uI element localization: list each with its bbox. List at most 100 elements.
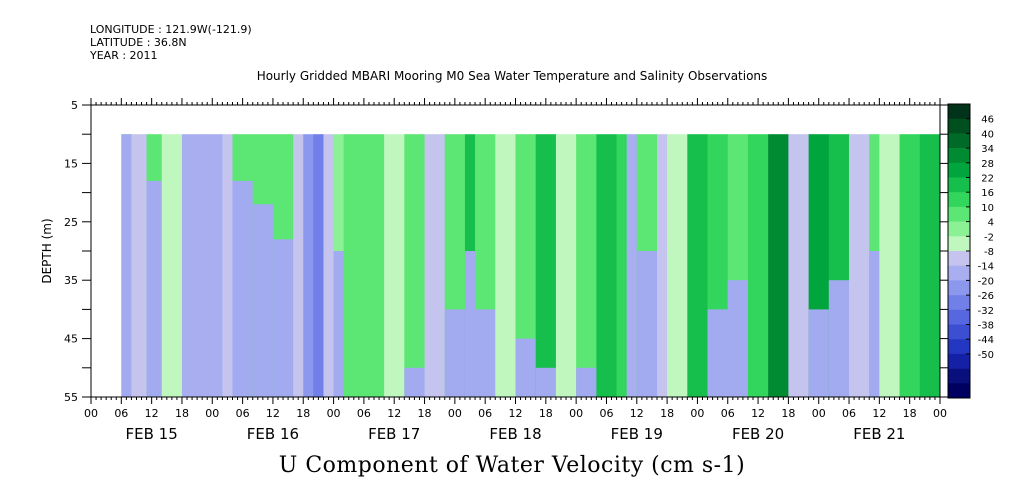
heatmap-cell [576,367,597,397]
heatmap-cell [404,367,425,397]
heatmap-cell [202,134,223,397]
colorbar-label: 4 [988,218,994,229]
colorbar-swatch [948,353,970,369]
heatmap-cell [303,134,314,397]
date-label: FEB 19 [611,425,663,443]
colorbar-swatch [948,251,970,266]
heatmap-cell [146,180,163,397]
colorbar-swatch [948,309,970,325]
colorbar-label: -50 [978,350,994,361]
x-tick-label: 18 [418,407,432,420]
heatmap-cell [161,134,183,397]
x-tick-label: 06 [357,407,371,420]
y-tick-label: 45 [64,333,78,346]
y-tick-label: 25 [64,216,78,229]
heatmap-cell [384,134,405,397]
x-tick-label: 00 [812,407,826,420]
heatmap-cell [343,134,365,397]
x-tick-label: 00 [327,407,341,420]
colorbar-swatch [948,206,970,222]
heatmap-cell [131,134,147,397]
heatmap-cell [121,134,132,397]
chart-title: Hourly Gridded MBARI Mooring M0 Sea Wate… [256,69,768,83]
heatmap-cell [404,134,425,397]
y-tick-label: 35 [64,274,78,287]
heatmap-cell [788,134,810,397]
heatmap-cell [667,134,688,397]
y-axis-label: DEPTH (m) [40,218,54,283]
heatmap-cell [687,134,708,397]
colorbar-swatch [948,324,970,340]
heatmap-cell [919,134,941,397]
heatmap-cell [232,180,254,397]
heatmap-cell [555,134,577,397]
date-label: FEB 20 [732,425,784,443]
x-tick-label: 12 [872,407,886,420]
x-tick-label: 18 [296,407,310,420]
colorbar-label: -44 [978,335,994,346]
x-tick-label: 06 [842,407,856,420]
x-tick-label: 18 [660,407,674,420]
colorbar-swatch [948,192,970,208]
y-axis: 5 15 25 35 45 55 [64,99,949,404]
heatmap-cell [747,134,769,397]
heatmap-cell [636,251,658,397]
colorbar-label: 28 [981,159,994,170]
colorbar-swatch [948,280,970,296]
colorbar-label: 46 [981,115,994,126]
longitude-label: LONGITUDE : 121.9W(-121.9) [90,23,252,36]
colorbar-swatch [948,104,970,119]
colorbar-label: -26 [978,291,994,302]
heatmap-cell [535,134,557,397]
heatmap-cell [181,134,203,397]
colorbar-swatch [948,118,970,134]
x-tick-label: 00 [933,407,947,420]
colorbar-label: -20 [978,276,994,287]
heatmap-cell [879,134,900,397]
colorbar-label: -32 [978,306,994,317]
heatmap-cell [596,134,617,397]
heatmap-cell [727,280,749,397]
colorbar-label: -38 [978,321,994,332]
x-axis: 00 06 12 18 00 06 12 18 00 06 12 18 00 06 12 18 00 06 12 18… [84,98,947,443]
y-tick-label: 55 [64,391,78,404]
x-tick-label: 12 [630,407,644,420]
heatmap-cell [657,134,668,397]
x-tick-label: 00 [205,407,219,420]
colorbar-swatch [948,177,970,193]
heatmap-cell [495,134,516,397]
heatmap-cell [313,134,324,397]
heatmap-cell [849,134,870,397]
heatmap-cell [333,251,345,397]
x-tick-label: 12 [509,407,523,420]
x-axis-title: U Component of Water Velocity (cm s-1) [278,453,746,478]
y-tick-label: 5 [71,99,78,112]
colorbar-swatch [948,148,970,164]
heatmap-cell [515,134,537,397]
x-tick-label: 06 [114,407,128,420]
heatmap-cell [899,134,921,397]
heatmap-cell [828,280,850,397]
x-tick-label: 06 [721,407,735,420]
heatmap-cell [424,134,446,397]
year-label: YEAR : 2011 [90,49,158,62]
heatmap-cell [222,134,233,397]
date-label: FEB 18 [489,425,541,443]
colorbar-label: 10 [981,203,994,214]
heatmap-cell [293,134,304,397]
heatmap-cell [475,309,496,397]
heatmap-cell [464,251,476,397]
date-label: FEB 15 [126,425,178,443]
colorbar-label: -2 [984,232,994,243]
heatmap-cell [323,134,334,397]
colorbar-swatch [948,368,970,384]
heatmap-cell [272,239,294,397]
heatmap-cell [515,338,537,397]
x-tick-label: 00 [690,407,704,420]
x-tick-label: 18 [781,407,795,420]
colorbar-label: -8 [984,247,994,258]
x-tick-label: 12 [751,407,765,420]
date-label: FEB 16 [247,425,299,443]
x-tick-label: 06 [599,407,613,420]
